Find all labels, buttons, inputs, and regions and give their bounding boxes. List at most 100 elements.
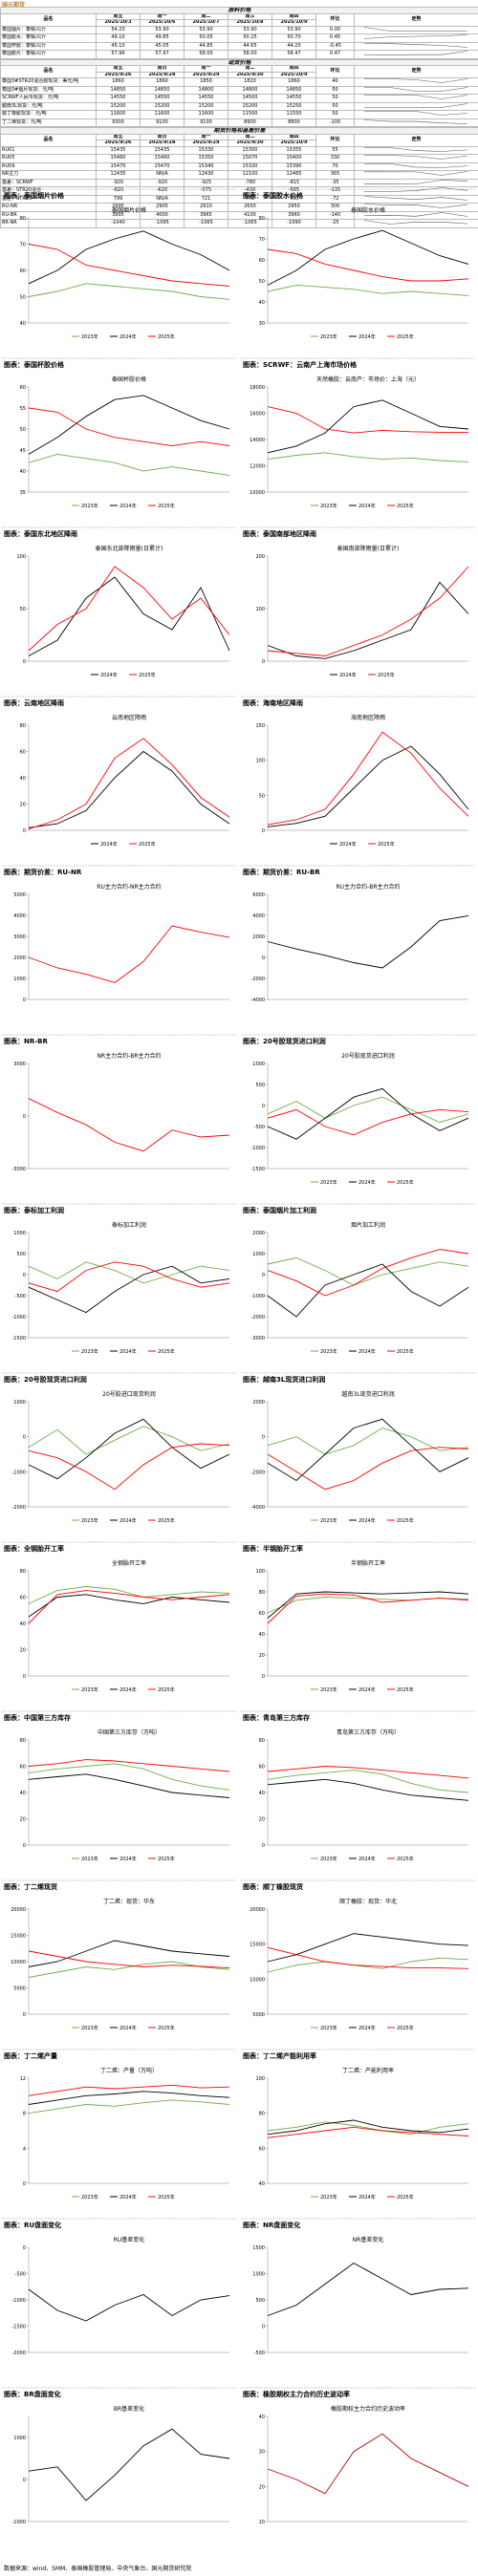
series-line [28,1261,230,1293]
legend-label: 2024年 [358,1179,376,1186]
series-line [28,2099,230,2114]
series-line [28,1586,230,1604]
legend-label: 2023年 [81,1517,98,1524]
data-row: 基差：STR20混合 -620 -620 -575 -430 -565 -135 [0,186,478,196]
series-line [28,925,230,983]
header-cell: 环比 [315,65,355,78]
legend-label: 2023年 [320,2194,337,2200]
series-line [267,452,469,462]
legend-label: 2023年 [81,333,98,340]
y-tick-label: -4000 [250,1505,265,1511]
y-tick-label: 5000 [13,892,26,898]
legend-label: 2023年 [320,1348,337,1355]
sparkline-line [363,102,467,108]
sparkline-line [363,171,467,176]
chart-title: 20号胶进口现货利润 [102,1390,156,1398]
panel-title: 图表：泰国胶水价格 [243,191,304,200]
series-line [28,2428,230,2501]
data-table: 原料价格 品名 周五 周一 周二 周三 周四 环比 走势 2025/10/3 2025/10/6 20… [0,7,478,59]
series-line [267,2433,469,2495]
sparkline-line [363,26,467,32]
series-line [28,1950,230,1969]
y-tick-label: -2000 [250,1470,265,1475]
legend-label: 2024年 [100,841,118,848]
sparkline [363,146,467,152]
y-tick-label: 40 [20,1791,26,1796]
legend-label: 2023年 [320,1179,337,1186]
legend-label: 2024年 [339,672,357,678]
sparkline-line [363,220,467,225]
series-line [267,1447,469,1491]
panel-title: 图表：丁二烯产量 [4,2051,57,2060]
y-tick-label: 2000 [252,1231,265,1236]
y-tick-label: 500 [255,2298,265,2304]
y-tick-label: 200 [255,554,265,560]
y-tick-label: 80 [259,1590,265,1596]
y-tick-label: 0 [262,2325,265,2330]
y-tick-label: 60 [259,1611,265,1617]
series-line [267,248,469,282]
chart-title: 20号胶现货进口利润 [341,1052,395,1060]
sparkline-line [363,34,467,39]
sparkline [363,51,467,55]
legend-label: 2023年 [81,503,98,509]
sparkline-line [363,187,467,192]
y-tick-label: 1000 [13,2436,26,2441]
y-tick-label: -1000 [11,2298,26,2304]
legend-label: 2023年 [320,1686,337,1693]
y-tick-label: 10000 [250,1977,265,1983]
legend-label: 2025年 [158,333,175,340]
y-tick-label: 35 [20,490,26,496]
sparkline [363,162,467,168]
y-tick-label: 4 [23,2146,26,2152]
sparkline [363,220,467,225]
legend-label: 2023年 [81,2025,98,2031]
legend-label: 2024年 [120,2194,137,2200]
y-tick-label: 20 [20,1648,26,1654]
y-tick-label: -1500 [250,1167,265,1172]
legend-label: 2025年 [397,1856,414,1862]
sparkline-line [363,78,467,83]
y-tick-label: 0 [23,1273,26,1278]
y-tick-label: 60 [20,385,26,391]
y-tick-label: 40 [259,300,265,306]
y-tick-label: 100 [16,554,26,560]
series-line [267,399,469,454]
chart-title: 顺丁橡胶：现货：华北 [339,1898,397,1905]
series-line [28,1961,230,1978]
y-tick-label: 3000 [13,1062,26,1067]
panel-title: 图表：半钢胎开工率 [243,1544,303,1553]
y-tick-label: -500 [254,2351,265,2356]
sparkline [363,26,467,32]
y-tick-label: 60 [20,1765,26,1771]
series-line [28,576,230,656]
sparkline-line [363,51,467,55]
series-line [28,244,230,287]
y-tick-label: 60 [20,1596,26,1601]
y-tick-label: 20 [20,1817,26,1823]
y-tick-label: -1500 [11,2325,26,2330]
legend-label: 2024年 [358,503,376,509]
y-tick-label: 1500 [252,2245,265,2251]
series-line [267,1428,469,1455]
y-tick-label: 0 [23,2012,26,2018]
series-line [28,395,230,455]
y-tick-label: 0 [23,1114,26,1120]
chart-title: 泰国杯胶价格 [112,376,146,383]
series-line [267,2119,469,2136]
legend-label: 2025年 [158,503,175,509]
y-tick-label: -2000 [250,1315,265,1320]
y-tick-label: 70 [259,237,265,243]
legend-label: 2025年 [397,1348,414,1355]
sparkline [363,102,467,108]
y-tick-label: 100 [255,1569,265,1575]
legend-label: 2025年 [397,1179,414,1186]
y-tick-label: 80 [259,1738,265,1744]
y-tick-label: 80 [259,2112,265,2117]
series-line [28,1098,230,1152]
header-row: 2025/10/3 2025/10/6 2025/10/7 2025/10/8 2025… [1,19,478,27]
series-line [28,1265,230,1314]
y-tick-label: -500 [254,1125,265,1130]
panel-title: 图表：顺丁橡胶现货 [243,1882,303,1891]
